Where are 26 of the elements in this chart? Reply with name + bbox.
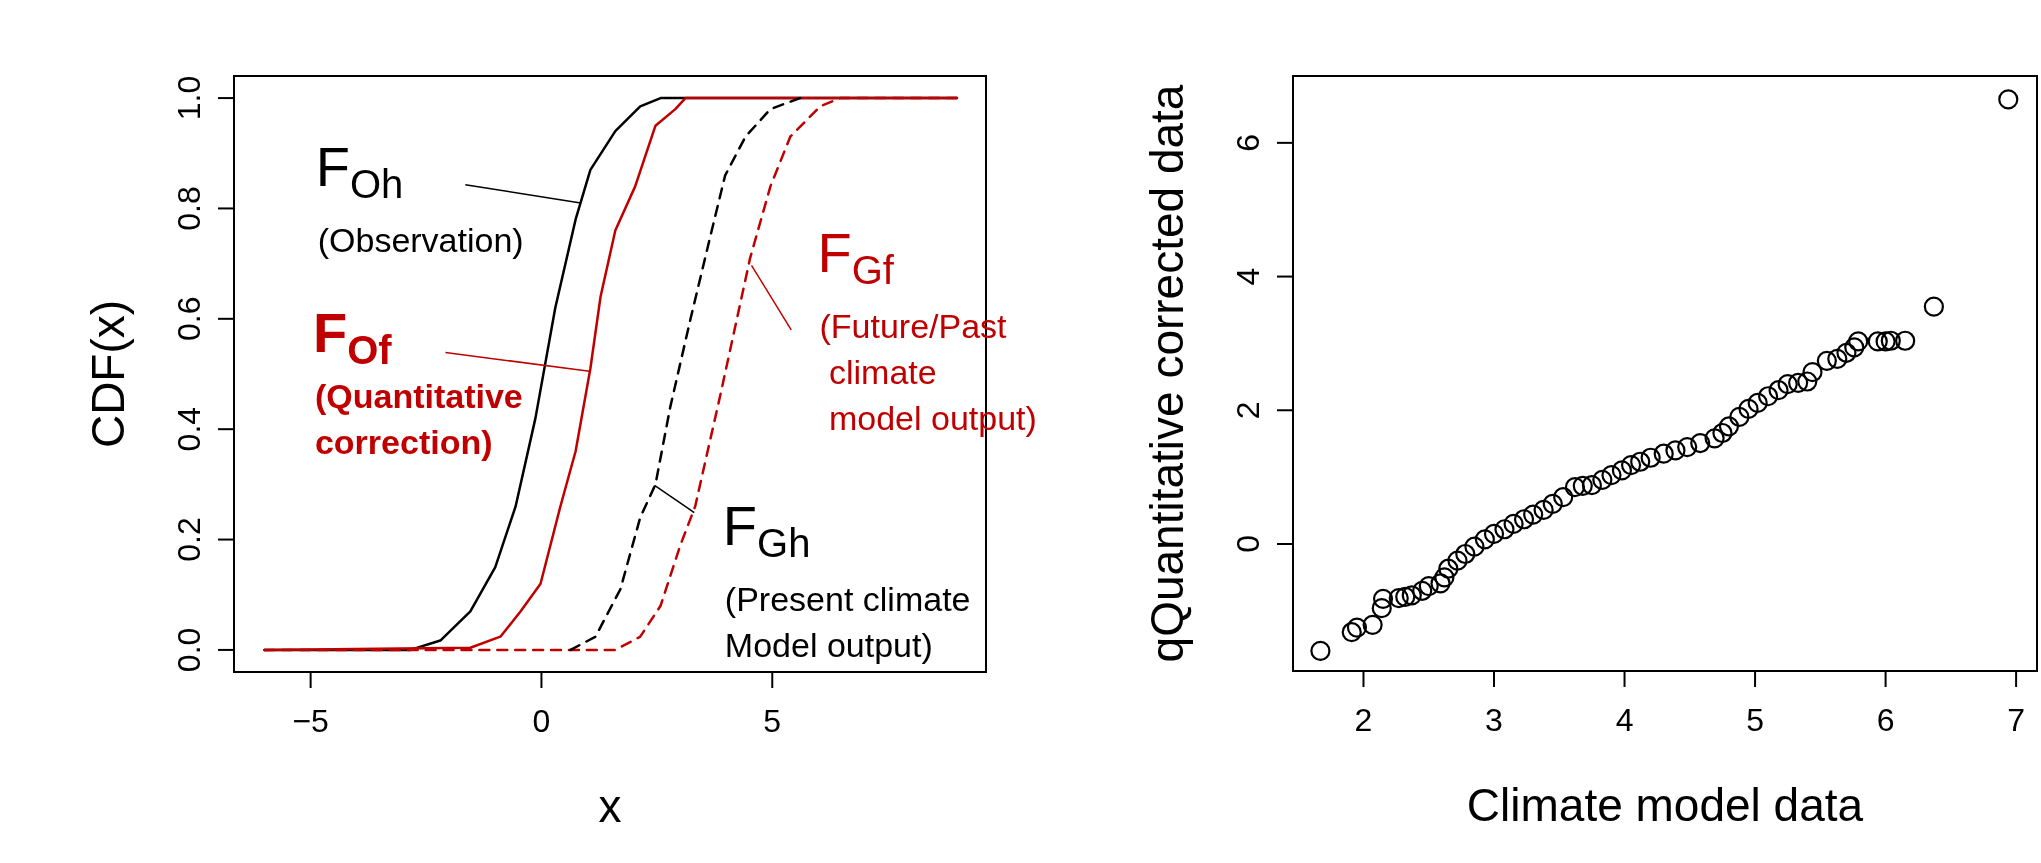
x-tick-label: 0 — [532, 703, 551, 739]
y-tick-label: 0.2 — [171, 517, 207, 562]
y-tick-label: 0.6 — [171, 296, 207, 342]
y-tick-label: 4 — [1230, 267, 1266, 286]
annotation: F$_{Gh}$ (Present climate Model output) — [722, 494, 971, 665]
annotation: F$_{Of}$ (Quantitative correction) — [312, 300, 523, 461]
x-axis-title: x — [598, 780, 622, 832]
y-tick-label: 0.0 — [171, 627, 207, 673]
x-axis-title: Climate model data — [1466, 779, 1864, 831]
y-axis-title: qQuantitative corrected data — [1141, 84, 1193, 663]
x-tick-label: 2 — [1354, 702, 1373, 738]
x-tick-label: −5 — [292, 703, 329, 739]
annotation: F$_{Oh}$ (Observation) — [315, 135, 524, 260]
x-tick-label: 6 — [1876, 702, 1895, 738]
x-tick-label: 7 — [2007, 702, 2026, 738]
y-tick-label: 0 — [1230, 535, 1266, 553]
x-tick-label: 4 — [1615, 702, 1634, 738]
y-tick-label: 6 — [1230, 133, 1266, 152]
y-axis-title: CDF(x) — [82, 299, 134, 449]
y-tick-label: 1.0 — [171, 75, 207, 121]
y-tick-label: 0.8 — [171, 186, 207, 231]
y-tick-label: 0.4 — [171, 406, 207, 452]
y-tick-label: 2 — [1230, 401, 1266, 420]
x-tick-label: 5 — [763, 703, 782, 739]
x-tick-label: 5 — [1746, 702, 1764, 738]
x-tick-label: 3 — [1485, 702, 1503, 738]
